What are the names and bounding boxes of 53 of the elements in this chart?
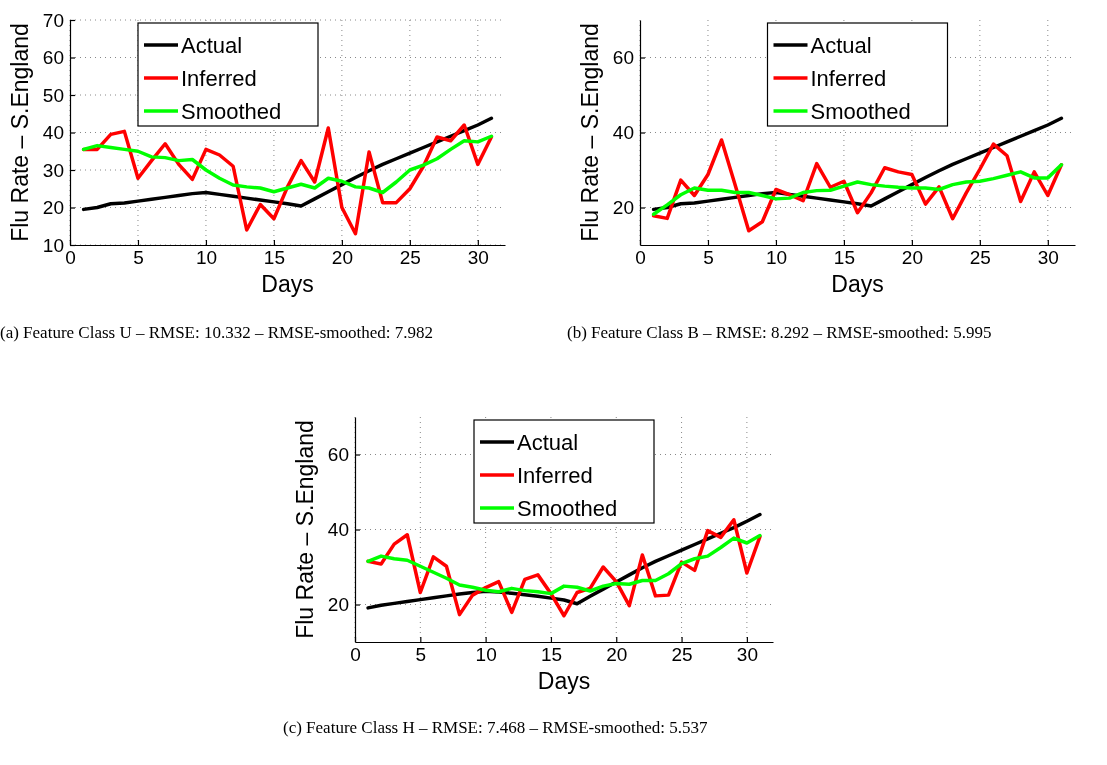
legend-label: Inferred (181, 66, 257, 91)
legend-label: Inferred (517, 463, 593, 488)
x-axis-title: Days (261, 271, 314, 297)
x-tick-label: 10 (475, 644, 497, 666)
text: (b) Feature Class B – RMSE: 8.292 – RMSE-smoothed: 5.995 (567, 323, 992, 342)
legend-label: Smoothed (517, 496, 618, 521)
x-tick-label: 15 (263, 247, 285, 269)
y-tick-label: 30 (42, 159, 64, 181)
legend-label: Inferred (810, 66, 887, 91)
legend-label: Actual (181, 33, 243, 58)
x-tick-label: 25 (671, 644, 693, 666)
y-tick-label: 20 (42, 197, 64, 219)
y-tick-label: 40 (327, 519, 349, 541)
x-tick-label: 30 (736, 644, 758, 666)
x-tick-label: 10 (765, 247, 788, 269)
legend-label: Smoothed (181, 99, 282, 124)
y-tick-label: 60 (42, 47, 64, 69)
x-tick-label: 0 (350, 644, 361, 666)
y-tick-label: 40 (612, 122, 634, 144)
x-tick-label: 10 (195, 247, 218, 269)
y-tick-label: 60 (327, 444, 349, 466)
x-axis-title: Days (831, 271, 884, 297)
y-tick-label: 50 (42, 84, 64, 106)
x-tick-label: 25 (969, 247, 991, 269)
y-tick-label: 20 (327, 594, 349, 616)
legend-label: Actual (517, 430, 579, 455)
x-tick-label: 5 (133, 247, 144, 269)
legend-label: Smoothed (810, 99, 911, 124)
line-series (651, 163, 1064, 216)
y-axis-title: Flu Rate – S.England (577, 23, 603, 242)
y-tick-label: 60 (612, 47, 634, 69)
x-tick-label: 15 (540, 644, 563, 666)
y-tick-label: 70 (42, 9, 64, 31)
y-axis-title: Flu Rate – S.England (7, 23, 33, 242)
x-axis-title: Days (537, 668, 591, 694)
x-tick-label: 15 (833, 247, 855, 269)
line-series (366, 533, 762, 596)
y-tick-label: 20 (612, 197, 634, 219)
line-series (81, 134, 494, 195)
y-tick-label: 40 (42, 122, 64, 144)
x-tick-label: 30 (467, 247, 489, 269)
x-tick-label: 30 (1037, 247, 1059, 269)
x-tick-label: 0 (65, 247, 76, 269)
x-tick-label: 5 (703, 247, 714, 269)
text: (a) Feature Class U – RMSE: 10.332 – RMSE-smoothed: 7.982 (0, 323, 434, 342)
y-axis-title: Flu Rate – S.England (292, 420, 318, 639)
text: (c) Feature Class H – RMSE: 7.468 – RMSE-smoothed: 5.537 (283, 718, 709, 737)
x-tick-label: 5 (415, 644, 427, 666)
x-tick-label: 0 (635, 247, 646, 269)
x-tick-label: 25 (399, 247, 421, 269)
line-series (651, 138, 1064, 233)
x-tick-label: 20 (901, 247, 923, 269)
legend-label: Actual (810, 33, 872, 58)
